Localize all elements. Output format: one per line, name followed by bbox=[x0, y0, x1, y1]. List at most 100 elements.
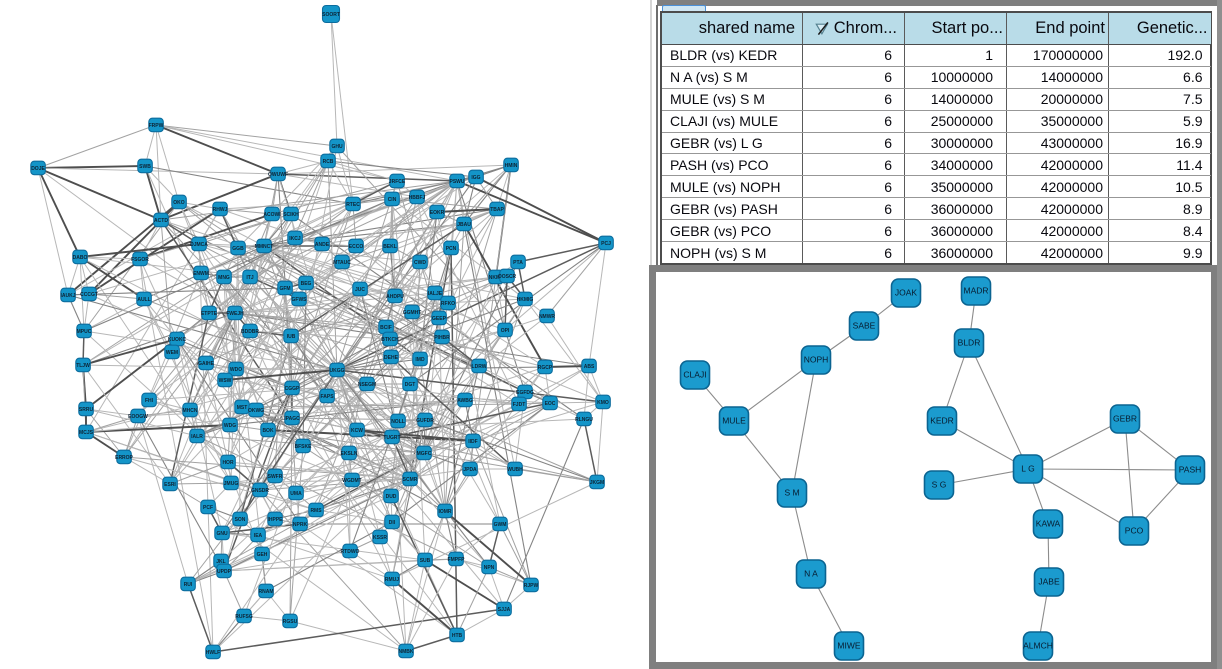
svg-text:GGB: GGB bbox=[232, 246, 244, 252]
svg-text:MULE: MULE bbox=[722, 416, 746, 426]
svg-text:MMNCT: MMNCT bbox=[255, 244, 274, 250]
svg-text:OOSCR: OOSCR bbox=[498, 274, 517, 280]
svg-text:GFM: GFM bbox=[279, 286, 290, 292]
svg-text:RUI: RUI bbox=[184, 582, 193, 588]
svg-text:PCO: PCO bbox=[1125, 526, 1144, 536]
svg-text:HOR: HOR bbox=[222, 460, 234, 466]
svg-text:IHPPE: IHPPE bbox=[267, 517, 283, 523]
svg-text:IMD: IMD bbox=[415, 357, 425, 363]
svg-text:S M: S M bbox=[784, 488, 799, 498]
svg-text:EKSLN: EKSLN bbox=[341, 451, 358, 457]
svg-text:OKWG: OKWG bbox=[248, 408, 264, 414]
svg-text:PIHBR: PIHBR bbox=[434, 335, 450, 341]
svg-text:OWUWF: OWUWF bbox=[268, 172, 288, 178]
svg-text:PCN: PCN bbox=[446, 246, 457, 252]
svg-text:N A: N A bbox=[804, 569, 818, 579]
svg-text:OPI: OPI bbox=[501, 328, 510, 334]
svg-text:GNU: GNU bbox=[216, 531, 228, 537]
svg-text:ANDE: ANDE bbox=[315, 242, 330, 248]
svg-text:BEG: BEG bbox=[301, 281, 312, 287]
svg-text:MADR: MADR bbox=[963, 286, 988, 296]
svg-text:UMA: UMA bbox=[290, 491, 302, 497]
svg-text:L G: L G bbox=[1021, 464, 1034, 474]
svg-text:IIDF: IIDF bbox=[468, 439, 477, 445]
svg-text:WUBH: WUBH bbox=[507, 467, 523, 473]
svg-text:RGCP: RGCP bbox=[538, 365, 553, 371]
svg-text:DJMCA: DJMCA bbox=[190, 242, 208, 248]
svg-text:DII: DII bbox=[389, 520, 396, 526]
svg-text:PCJ: PCJ bbox=[601, 241, 611, 247]
svg-text:NSEGM: NSEGM bbox=[358, 382, 376, 388]
svg-text:PTA: PTA bbox=[513, 260, 523, 266]
svg-text:JPDA: JPDA bbox=[463, 467, 477, 473]
svg-text:EOKR: EOKR bbox=[430, 210, 445, 216]
svg-text:UKGG: UKGG bbox=[330, 368, 345, 374]
svg-text:KCW: KCW bbox=[351, 428, 363, 434]
svg-text:IEA: IEA bbox=[254, 533, 263, 539]
svg-text:JMUG: JMUG bbox=[224, 481, 239, 487]
svg-text:NOPH: NOPH bbox=[804, 355, 829, 365]
svg-text:DEHE: DEHE bbox=[384, 355, 399, 361]
svg-text:GFWS: GFWS bbox=[292, 297, 308, 303]
svg-text:FSGOR: FSGOR bbox=[131, 257, 149, 263]
svg-text:ABS: ABS bbox=[584, 364, 595, 370]
svg-text:IALJE: IALJE bbox=[428, 291, 443, 297]
svg-text:KUOKC: KUOKC bbox=[168, 337, 187, 343]
svg-text:RTDWO: RTDWO bbox=[341, 549, 360, 555]
svg-text:RMS: RMS bbox=[310, 508, 322, 514]
svg-text:GGMHT: GGMHT bbox=[403, 310, 422, 316]
svg-text:IALR: IALR bbox=[191, 434, 203, 440]
svg-text:IKCJ: IKCJ bbox=[289, 236, 301, 242]
svg-text:GUFDR: GUFDR bbox=[416, 418, 434, 424]
svg-text:GNSDR: GNSDR bbox=[251, 488, 269, 494]
svg-text:HBBFJ: HBBFJ bbox=[409, 195, 426, 201]
svg-text:MNG: MNG bbox=[218, 275, 230, 281]
svg-text:SWFR: SWFR bbox=[268, 474, 283, 480]
svg-text:IAUKJ: IAUKJ bbox=[60, 293, 75, 299]
svg-text:NPN: NPN bbox=[484, 565, 495, 571]
svg-text:TLJW: TLJW bbox=[76, 363, 90, 369]
svg-text:JKL: JKL bbox=[216, 559, 225, 565]
svg-text:IUB: IUB bbox=[287, 334, 296, 340]
svg-text:BEKL: BEKL bbox=[383, 244, 397, 250]
svg-text:NPRK: NPRK bbox=[293, 522, 308, 528]
svg-text:SABE: SABE bbox=[853, 321, 876, 331]
svg-text:MTAUC: MTAUC bbox=[333, 260, 351, 266]
svg-text:SCIKH: SCIKH bbox=[283, 212, 299, 218]
svg-text:WSW: WSW bbox=[219, 378, 232, 384]
svg-text:BDDBR: BDDBR bbox=[241, 329, 259, 335]
svg-text:SUB: SUB bbox=[420, 558, 431, 564]
svg-text:ESRI: ESRI bbox=[164, 482, 176, 488]
svg-text:NKMT: NKMT bbox=[489, 275, 503, 281]
svg-text:ETPTE: ETPTE bbox=[201, 311, 218, 317]
svg-text:GHU: GHU bbox=[331, 144, 343, 150]
svg-text:JOAK: JOAK bbox=[895, 288, 918, 298]
svg-text:DUD: DUD bbox=[386, 494, 397, 500]
svg-text:GEBR: GEBR bbox=[1113, 414, 1137, 424]
svg-text:IOMR: IOMR bbox=[438, 509, 451, 515]
svg-text:EGFDG: EGFDG bbox=[516, 390, 534, 396]
svg-text:GWM: GWM bbox=[494, 522, 507, 528]
svg-text:MHCN: MHCN bbox=[183, 408, 198, 414]
svg-text:UPDP: UPDP bbox=[217, 569, 232, 575]
svg-text:ECCO: ECCO bbox=[349, 244, 364, 250]
svg-text:HKMIG: HKMIG bbox=[517, 297, 534, 303]
svg-text:RTEC: RTEC bbox=[346, 202, 360, 208]
svg-text:JBAU: JBAU bbox=[457, 222, 471, 228]
svg-text:LDRW: LDRW bbox=[472, 364, 487, 370]
svg-text:WDO: WDO bbox=[230, 367, 242, 373]
svg-text:KSSR: KSSR bbox=[373, 535, 387, 541]
svg-text:MGFC: MGFC bbox=[417, 451, 432, 457]
svg-text:DGT: DGT bbox=[405, 382, 416, 388]
svg-text:RUFSG: RUFSG bbox=[235, 614, 253, 620]
svg-text:OKO: OKO bbox=[173, 200, 185, 206]
svg-text:CWD: CWD bbox=[414, 260, 426, 266]
svg-text:RCB: RCB bbox=[323, 159, 334, 165]
svg-text:MST: MST bbox=[237, 405, 248, 411]
svg-text:PASH: PASH bbox=[1179, 465, 1202, 475]
svg-text:FWEJH: FWEJH bbox=[226, 311, 244, 317]
svg-text:MPUC: MPUC bbox=[77, 329, 92, 335]
svg-text:IPAGC: IPAGC bbox=[284, 416, 300, 422]
svg-text:RFKO: RFKO bbox=[441, 301, 455, 307]
svg-text:WGDMT: WGDMT bbox=[342, 478, 361, 484]
